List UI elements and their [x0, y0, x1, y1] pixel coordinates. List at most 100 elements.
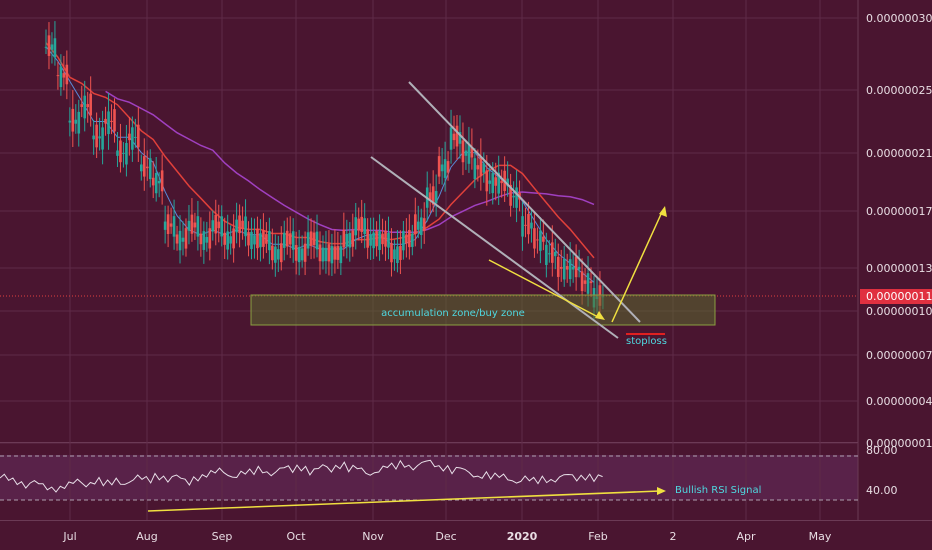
- candle-body: [553, 251, 557, 257]
- wedge-lower-line: [370, 156, 619, 339]
- candle-body: [303, 243, 307, 262]
- candle-body: [539, 230, 542, 251]
- candle-body: [279, 243, 283, 263]
- candle-body: [589, 281, 593, 284]
- candle-body: [515, 187, 518, 208]
- candle-body: [154, 172, 158, 194]
- candle-body: [71, 108, 75, 132]
- candle-body: [556, 256, 560, 277]
- rsi-divergence-arrow: [147, 487, 666, 512]
- candle-body: [125, 143, 128, 165]
- candle-body: [256, 228, 259, 249]
- candle-body: [461, 140, 465, 163]
- candle-body: [446, 161, 450, 173]
- grid: [0, 0, 858, 520]
- candle-body: [405, 234, 408, 244]
- candle-body: [65, 64, 69, 85]
- candle-body: [104, 118, 107, 124]
- candle-body: [396, 246, 399, 264]
- candle-body: [199, 233, 203, 245]
- candle-body: [315, 231, 319, 250]
- candle-body: [580, 271, 584, 292]
- candle-body: [500, 180, 503, 184]
- price-axis-pane: [858, 0, 932, 550]
- candle-body: [414, 214, 417, 235]
- candle-body: [363, 218, 366, 235]
- candle-body: [372, 232, 375, 249]
- candle-body: [527, 214, 530, 235]
- rsi-ticks: 80.00 40.00: [866, 444, 898, 497]
- candle-body: [574, 256, 578, 278]
- candle-body: [282, 232, 286, 248]
- candle-body: [443, 159, 447, 178]
- candle-body: [119, 140, 122, 163]
- current-price-badge: [860, 289, 932, 304]
- candle-body: [366, 229, 369, 248]
- candle-body: [583, 280, 587, 284]
- candle-body: [184, 228, 188, 249]
- candle-body: [467, 143, 471, 164]
- price-tick-6: 0.00000007: [866, 349, 932, 362]
- candle-body: [265, 234, 268, 244]
- candle-body: [437, 156, 441, 177]
- candle-body: [306, 232, 310, 249]
- candle-body: [187, 220, 191, 231]
- candle-body: [157, 180, 161, 184]
- candle-body: [300, 248, 304, 261]
- candle-body: [357, 218, 361, 231]
- candle-body: [440, 164, 444, 172]
- candle-body: [393, 249, 396, 260]
- candle-body: [470, 146, 474, 158]
- candle-body: [175, 234, 179, 244]
- candle-body: [348, 233, 352, 248]
- candle-body: [491, 173, 495, 194]
- time-tick-0: Jul: [62, 530, 76, 543]
- candle-body: [193, 222, 197, 228]
- candle-body: [431, 186, 435, 205]
- candle-body: [533, 228, 536, 249]
- candle-body: [110, 120, 113, 123]
- candle-body: [345, 233, 349, 247]
- price-tick-3: 0.00000017: [866, 205, 932, 218]
- candle-body: [571, 266, 575, 270]
- candle-body: [479, 156, 483, 177]
- time-tick-8: 2: [670, 530, 677, 543]
- candle-body: [151, 177, 155, 186]
- candle-body: [485, 170, 489, 192]
- candle-body: [324, 247, 328, 262]
- candle-body: [196, 216, 200, 237]
- candle-body: [53, 38, 57, 58]
- candle-body: [244, 216, 247, 237]
- candle-body: [321, 247, 325, 262]
- stoploss-label: stoploss: [626, 336, 667, 347]
- candle-body: [285, 230, 289, 247]
- candle-body: [524, 224, 527, 226]
- candle-body: [271, 245, 274, 261]
- candle-body: [360, 216, 363, 232]
- candle-body: [482, 163, 486, 173]
- candle-body: [80, 104, 84, 108]
- candle-body: [274, 246, 277, 263]
- candle-body: [62, 73, 66, 78]
- candle-body: [128, 133, 131, 141]
- candle-body: [56, 75, 60, 77]
- candle-body: [586, 273, 590, 294]
- zone-label: accumulation zone/buy zone: [381, 308, 525, 319]
- candle-body: [208, 228, 212, 249]
- time-tick-2: Sep: [212, 530, 233, 543]
- candle-body: [229, 236, 232, 244]
- candle-body: [259, 233, 262, 248]
- candle-body: [223, 232, 226, 245]
- candle-body: [291, 231, 295, 250]
- candle-body: [399, 245, 402, 260]
- price-tick-8: 0.00000001: [866, 437, 932, 450]
- candle-body: [262, 230, 265, 247]
- candle-body: [416, 221, 420, 230]
- candle-body: [521, 216, 524, 237]
- candle-body: [247, 232, 250, 246]
- candle-body: [181, 237, 185, 242]
- rsi-line: [0, 459, 603, 493]
- candle-body: [458, 132, 462, 144]
- candle-body: [113, 109, 116, 132]
